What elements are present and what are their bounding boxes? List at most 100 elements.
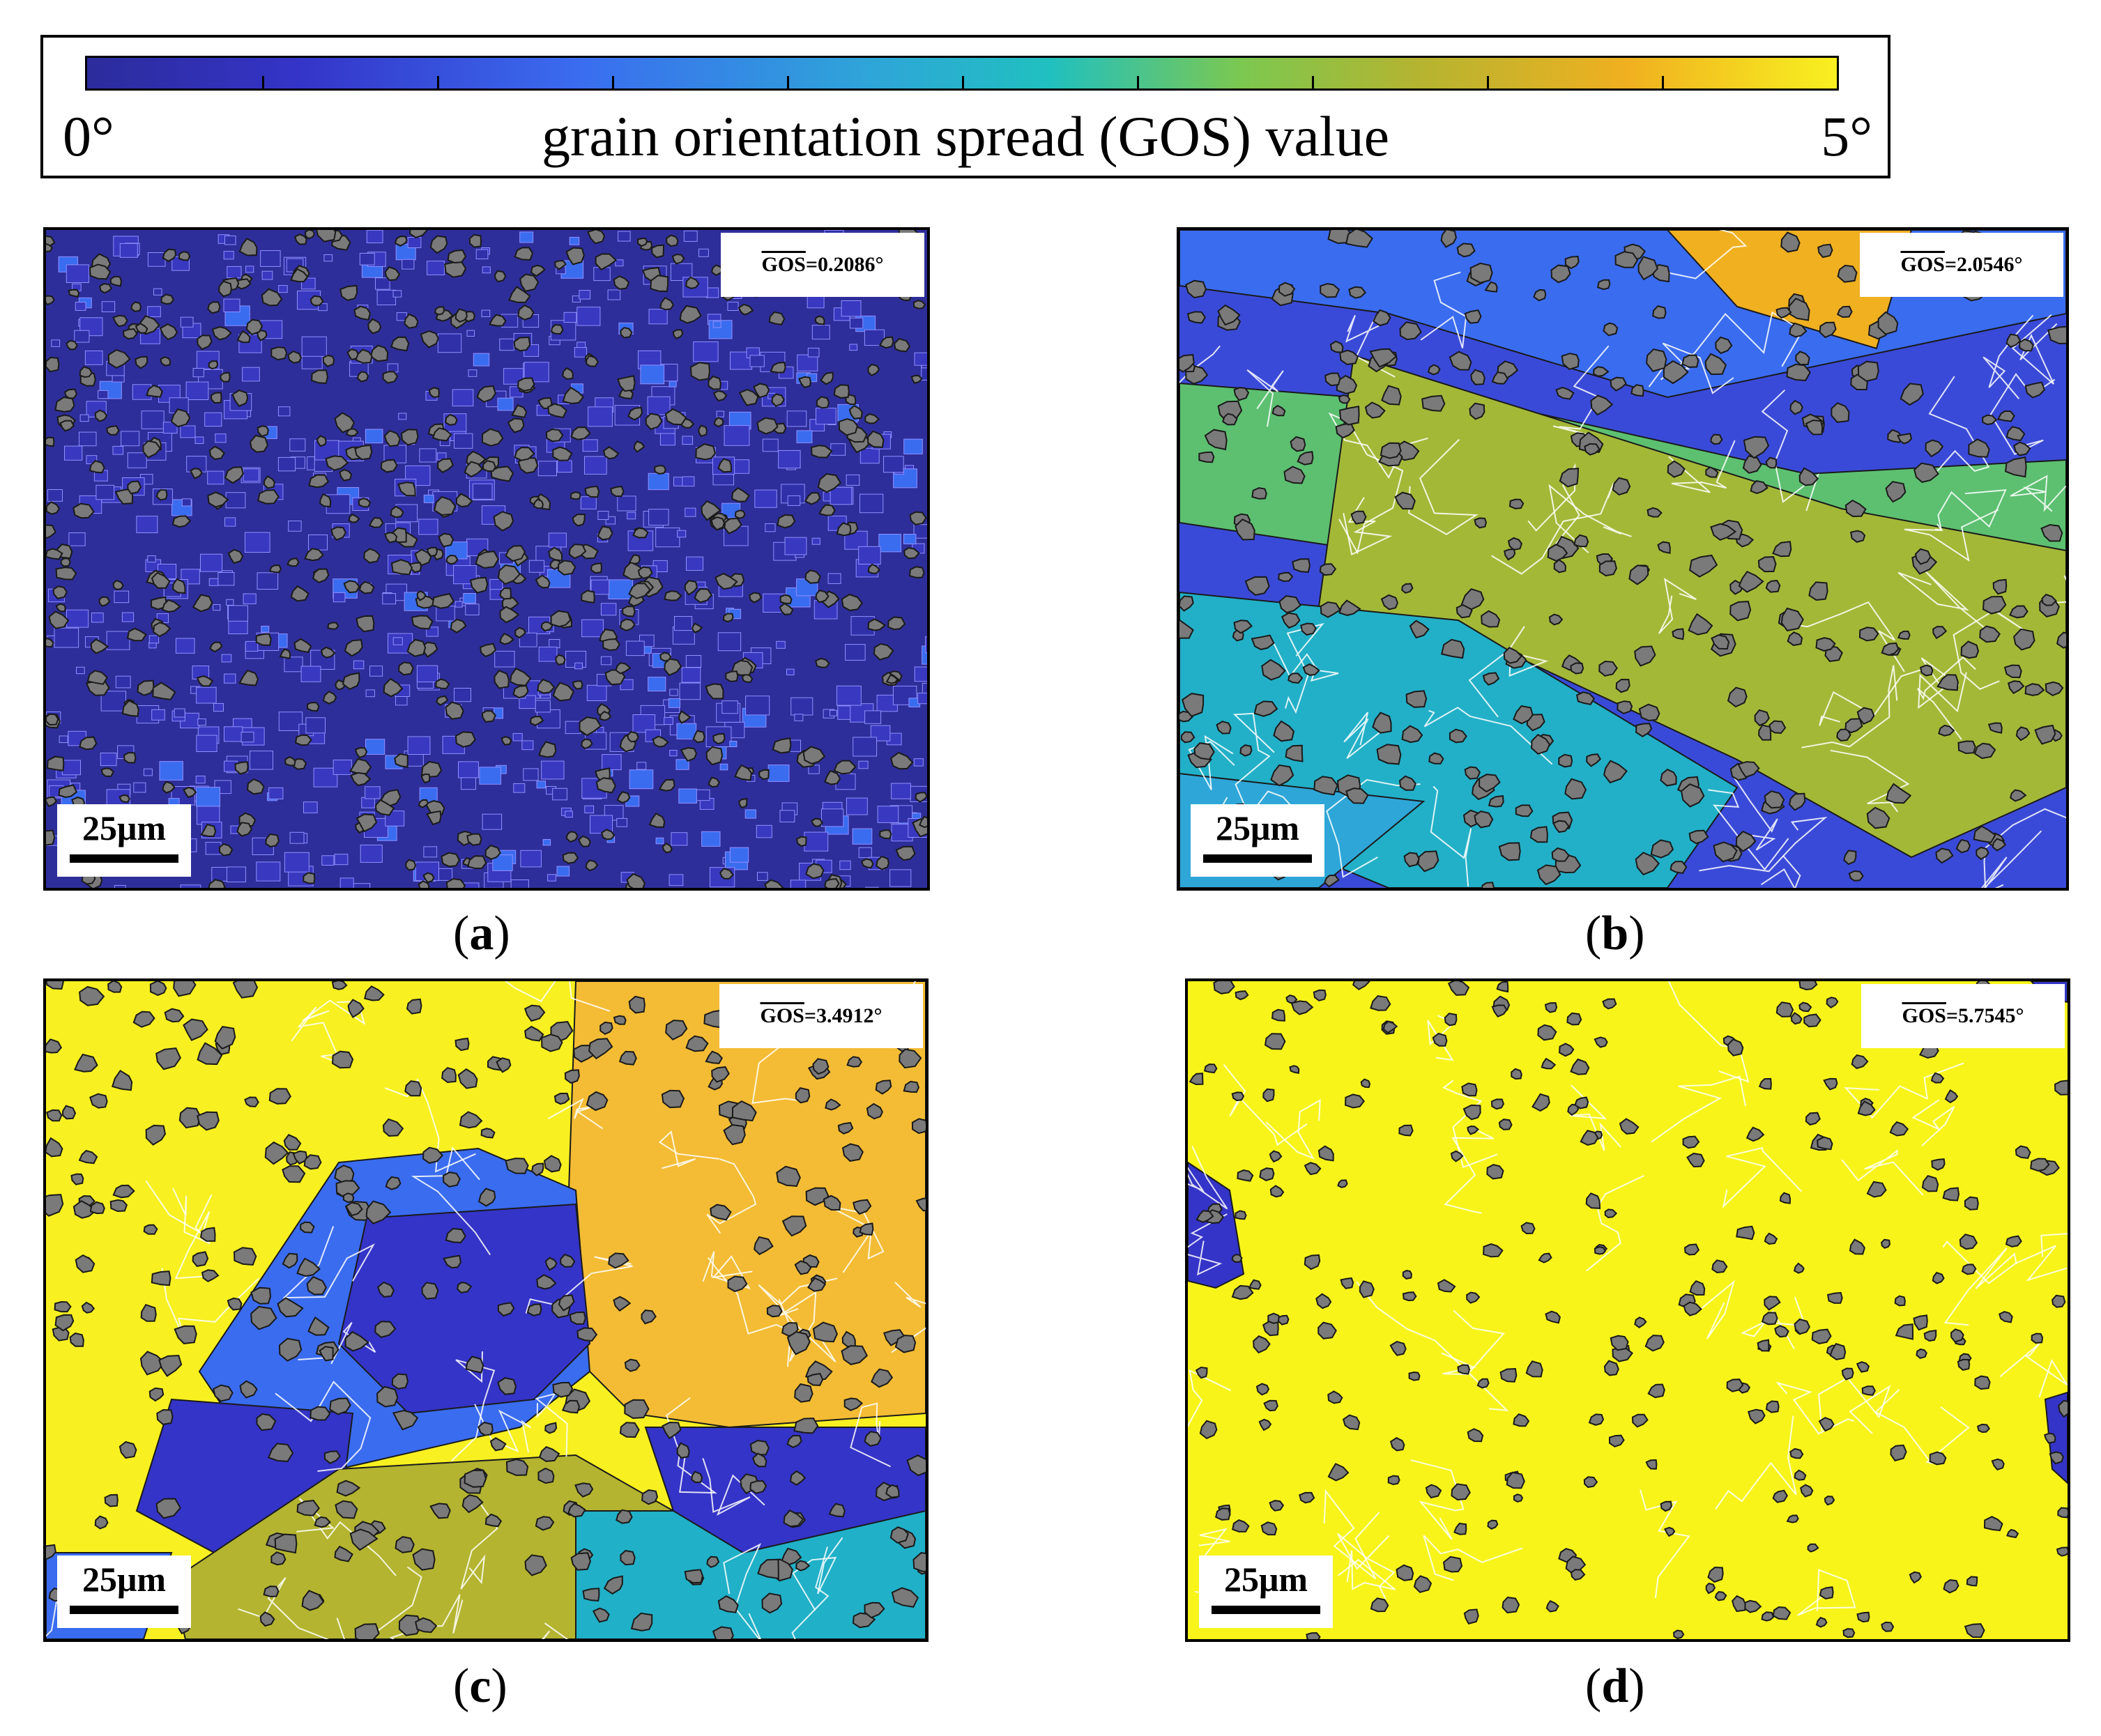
particle	[1826, 1291, 1843, 1304]
particle	[123, 751, 137, 764]
particle	[268, 1088, 291, 1105]
particle	[770, 361, 786, 374]
boundary-line	[1586, 1174, 1645, 1272]
grain	[79, 431, 97, 447]
particle	[464, 1469, 487, 1488]
particle	[817, 473, 841, 493]
boundary-line	[1338, 418, 1404, 555]
boundary-line	[1527, 463, 1580, 553]
particle	[1463, 1608, 1479, 1624]
particle	[562, 386, 585, 405]
particle	[445, 413, 458, 426]
boundary-line	[1651, 1075, 1746, 1143]
particle	[1660, 768, 1677, 787]
grain	[921, 364, 927, 381]
grain	[513, 783, 526, 793]
particle	[627, 730, 639, 743]
grain	[827, 573, 841, 584]
grain-region	[567, 981, 926, 1429]
particle	[1222, 413, 1238, 426]
particle	[1614, 251, 1639, 268]
grain	[922, 682, 927, 696]
grain	[719, 763, 728, 771]
particle	[142, 440, 162, 459]
grain	[600, 656, 612, 666]
particle	[659, 297, 675, 311]
grain	[136, 516, 158, 534]
grain	[205, 842, 222, 855]
particle	[672, 329, 684, 340]
grain	[300, 666, 321, 682]
particle	[1688, 613, 1713, 636]
particle	[1511, 1068, 1522, 1080]
grain	[519, 231, 534, 243]
particle	[312, 568, 330, 583]
grain	[845, 644, 866, 661]
boundary-line	[792, 1537, 843, 1611]
particle	[664, 408, 687, 426]
grain	[914, 666, 927, 682]
grain	[717, 632, 742, 652]
particle	[1570, 1058, 1590, 1075]
grain	[499, 338, 514, 351]
particle	[1704, 353, 1727, 376]
grain	[482, 813, 503, 830]
particle	[259, 1611, 275, 1627]
particle	[1727, 1038, 1744, 1057]
particle	[481, 428, 504, 447]
particle	[384, 266, 401, 282]
grain	[458, 882, 480, 888]
grain	[423, 494, 434, 503]
particle	[864, 1431, 882, 1447]
particles-layer	[1189, 981, 2068, 1639]
particle	[1251, 487, 1267, 500]
particle	[377, 1281, 395, 1298]
particle	[1233, 620, 1253, 634]
particle	[1478, 774, 1501, 793]
grain	[243, 468, 259, 482]
particle	[72, 502, 95, 519]
particle	[435, 678, 450, 689]
particle	[651, 244, 665, 259]
grain	[360, 845, 383, 863]
particle	[1269, 1150, 1283, 1163]
particle	[1336, 374, 1358, 394]
grain	[147, 252, 166, 267]
grain	[227, 266, 242, 279]
particle	[1932, 626, 1948, 640]
particle	[899, 1048, 922, 1069]
particle	[159, 323, 178, 341]
particle	[1689, 554, 1718, 578]
grain	[472, 483, 493, 500]
particle	[207, 301, 221, 314]
particle	[1715, 336, 1733, 355]
grain	[359, 252, 375, 266]
boundary-line	[1658, 578, 1697, 634]
boundary-line	[1841, 1149, 1924, 1196]
particle	[1660, 1500, 1672, 1512]
panel-c-gos-badge: GOS =3.4912°	[719, 984, 923, 1048]
particle	[1482, 672, 1500, 686]
particle	[290, 268, 309, 283]
particle	[572, 514, 586, 527]
grain	[333, 592, 346, 603]
particle	[706, 1556, 720, 1569]
particle	[1387, 1475, 1400, 1486]
grain	[648, 309, 668, 325]
particle	[283, 1134, 302, 1151]
particle	[347, 999, 365, 1019]
particle	[1235, 1210, 1247, 1220]
particle	[247, 778, 265, 795]
particle	[1381, 385, 1402, 406]
grain	[392, 290, 402, 298]
grain	[779, 810, 795, 822]
particle	[1583, 1476, 1598, 1489]
particle	[437, 458, 454, 473]
particle	[1405, 690, 1428, 708]
particle	[339, 468, 353, 482]
grain	[811, 537, 820, 545]
particle	[1615, 678, 1630, 693]
particle	[722, 613, 734, 623]
boundary-line	[1188, 1146, 1228, 1210]
particle	[1179, 353, 1195, 373]
